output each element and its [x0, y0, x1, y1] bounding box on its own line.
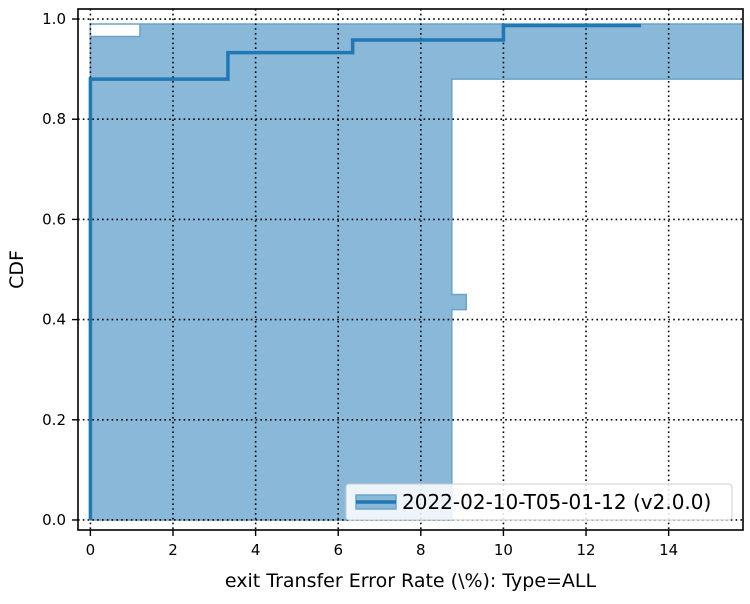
plot-area	[77, 8, 744, 531]
y-tick-label: 0.4	[42, 311, 66, 329]
legend-box	[345, 483, 733, 521]
cdf-series-line	[88, 23, 641, 520]
plot-content	[78, 9, 743, 530]
x-tick-label: 4	[251, 541, 261, 559]
y-tick-label: 1.0	[42, 10, 66, 28]
y-tick-label: 0.0	[42, 511, 66, 529]
x-tick-label: 12	[576, 541, 595, 559]
legend-label: 2022-02-10-T05-01-12 (v2.0.0)	[402, 490, 711, 514]
y-tick-label: 0.6	[42, 210, 66, 228]
confidence-band	[89, 23, 743, 521]
x-axis-label: exit Transfer Error Rate (\%): Type=ALL	[225, 570, 597, 592]
legend: 2022-02-10-T05-01-12 (v2.0.0)	[345, 483, 733, 521]
x-tick-label: 6	[333, 541, 343, 559]
y-tick-label: 0.8	[42, 110, 66, 128]
x-tick-label: 2	[168, 541, 178, 559]
y-axis-label: CDF	[6, 250, 28, 289]
y-tick-label: 0.2	[42, 411, 66, 429]
axis-ticks: 0 2 4 6 8 10 12 14 0.0 0.2 0.4 0.6 0.8 1.0	[42, 10, 678, 559]
x-tick-label: 10	[494, 541, 513, 559]
x-tick-label: 0	[86, 541, 96, 559]
x-tick-label: 8	[416, 541, 426, 559]
x-tick-label: 14	[659, 541, 678, 559]
axes-frame	[77, 8, 744, 531]
